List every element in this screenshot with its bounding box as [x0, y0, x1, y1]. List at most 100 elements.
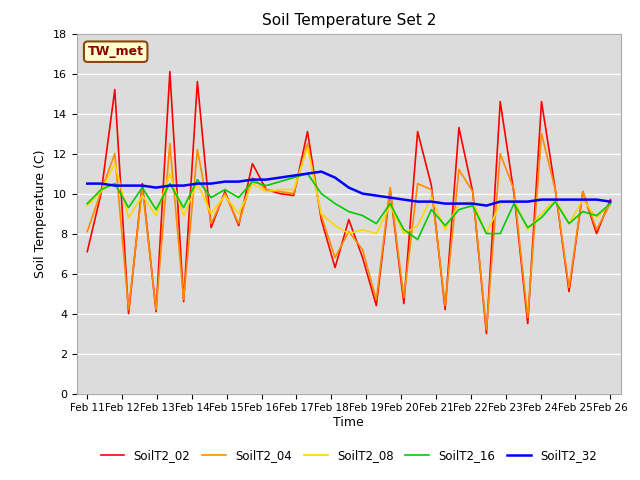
SoilT2_02	[455, 125, 463, 131]
Line: SoilT2_16: SoilT2_16	[87, 174, 611, 240]
SoilT2_32	[400, 197, 408, 203]
SoilT2_08	[442, 227, 449, 232]
SoilT2_04	[483, 327, 490, 333]
SoilT2_04	[207, 221, 215, 227]
SoilT2_02	[138, 180, 146, 186]
SoilT2_04	[400, 295, 408, 300]
SoilT2_04	[248, 175, 256, 180]
SoilT2_04	[331, 255, 339, 261]
SoilT2_08	[166, 171, 173, 177]
SoilT2_32	[262, 177, 270, 182]
SoilT2_08	[469, 199, 477, 204]
SoilT2_16	[359, 213, 367, 218]
SoilT2_32	[483, 203, 490, 208]
SoilT2_08	[111, 161, 118, 167]
SoilT2_16	[290, 175, 298, 180]
SoilT2_32	[248, 177, 256, 182]
SoilT2_16	[166, 180, 173, 186]
SoilT2_02	[152, 309, 160, 314]
SoilT2_32	[359, 191, 367, 196]
SoilT2_02	[276, 191, 284, 196]
SoilT2_16	[193, 177, 201, 182]
SoilT2_04	[414, 180, 422, 186]
SoilT2_02	[290, 192, 298, 199]
SoilT2_16	[483, 231, 490, 237]
SoilT2_02	[552, 187, 559, 192]
SoilT2_04	[303, 141, 311, 146]
SoilT2_08	[97, 189, 105, 194]
SoilT2_08	[565, 221, 573, 227]
SoilT2_16	[387, 201, 394, 206]
SoilT2_16	[221, 187, 228, 192]
SoilT2_16	[442, 223, 449, 228]
SoilT2_32	[180, 183, 188, 189]
SoilT2_02	[483, 331, 490, 336]
SoilT2_16	[400, 227, 408, 232]
Line: SoilT2_32: SoilT2_32	[87, 171, 611, 205]
SoilT2_08	[303, 144, 311, 150]
SoilT2_16	[372, 221, 380, 227]
SoilT2_32	[166, 183, 173, 189]
SoilT2_16	[235, 195, 243, 201]
SoilT2_04	[235, 221, 243, 227]
SoilT2_32	[303, 171, 311, 177]
SoilT2_02	[428, 183, 435, 189]
SoilT2_16	[138, 185, 146, 191]
SoilT2_16	[414, 237, 422, 242]
SoilT2_02	[317, 216, 325, 222]
SoilT2_02	[372, 303, 380, 309]
SoilT2_02	[207, 225, 215, 230]
SoilT2_02	[359, 255, 367, 261]
SoilT2_02	[193, 79, 201, 84]
SoilT2_04	[180, 297, 188, 302]
SoilT2_04	[565, 285, 573, 290]
SoilT2_16	[607, 201, 614, 206]
SoilT2_32	[593, 197, 600, 203]
SoilT2_04	[524, 315, 532, 321]
SoilT2_16	[111, 180, 118, 186]
SoilT2_04	[97, 189, 105, 194]
SoilT2_32	[317, 168, 325, 174]
SoilT2_16	[538, 215, 545, 220]
SoilT2_08	[497, 201, 504, 206]
SoilT2_04	[538, 131, 545, 136]
SoilT2_08	[510, 197, 518, 203]
SoilT2_32	[83, 180, 91, 186]
SoilT2_32	[552, 197, 559, 203]
SoilT2_02	[400, 300, 408, 306]
SoilT2_04	[111, 151, 118, 156]
SoilT2_04	[442, 303, 449, 309]
SoilT2_08	[400, 231, 408, 237]
SoilT2_16	[331, 201, 339, 206]
SoilT2_04	[607, 201, 614, 206]
SoilT2_02	[83, 249, 91, 254]
SoilT2_16	[152, 207, 160, 213]
SoilT2_02	[125, 311, 132, 316]
SoilT2_08	[538, 211, 545, 216]
SoilT2_32	[125, 183, 132, 189]
SoilT2_16	[97, 187, 105, 192]
SoilT2_02	[262, 187, 270, 192]
SoilT2_16	[552, 199, 559, 204]
SoilT2_16	[83, 201, 91, 206]
SoilT2_16	[276, 179, 284, 184]
SoilT2_02	[111, 87, 118, 93]
SoilT2_02	[593, 231, 600, 237]
SoilT2_08	[607, 201, 614, 206]
SoilT2_32	[524, 199, 532, 204]
SoilT2_32	[387, 195, 394, 201]
SoilT2_04	[359, 247, 367, 252]
SoilT2_32	[414, 199, 422, 204]
SoilT2_02	[331, 264, 339, 270]
SoilT2_08	[317, 211, 325, 216]
SoilT2_32	[455, 201, 463, 206]
SoilT2_32	[207, 180, 215, 186]
SoilT2_08	[387, 203, 394, 208]
SoilT2_02	[387, 187, 394, 192]
SoilT2_04	[276, 189, 284, 194]
SoilT2_08	[483, 231, 490, 237]
SoilT2_02	[442, 307, 449, 312]
SoilT2_02	[538, 99, 545, 105]
SoilT2_32	[510, 199, 518, 204]
SoilT2_02	[497, 99, 504, 105]
